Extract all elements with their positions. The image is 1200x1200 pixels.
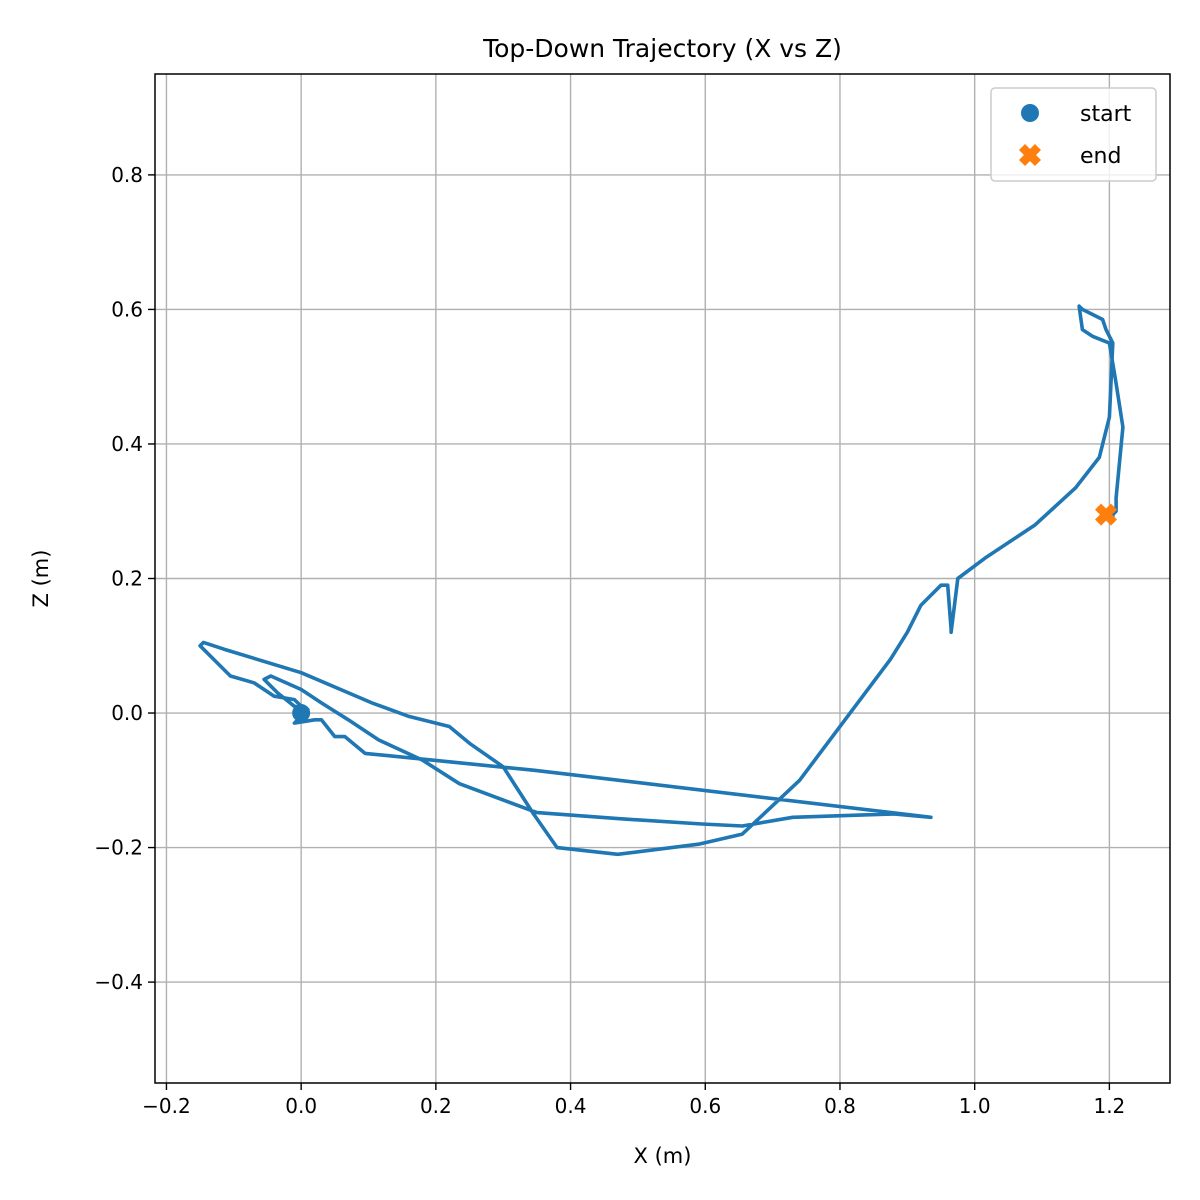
y-axis-label: Z (m) xyxy=(29,550,53,608)
legend-label: end xyxy=(1080,144,1121,169)
start-marker xyxy=(292,704,311,723)
y-tick-label: 0.8 xyxy=(111,163,143,187)
legend-label: start xyxy=(1080,102,1132,127)
legend-start-marker xyxy=(1021,104,1039,122)
y-tick-label: −0.2 xyxy=(94,836,143,860)
chart-title: Top-Down Trajectory (X vs Z) xyxy=(482,34,842,63)
legend-box xyxy=(990,87,1157,182)
x-tick-label: 1.2 xyxy=(1093,1094,1125,1118)
x-tick-label: 0.2 xyxy=(420,1094,452,1118)
y-tick-label: −0.4 xyxy=(94,970,143,994)
x-tick-label: 0.6 xyxy=(689,1094,721,1118)
x-tick-label: 0.4 xyxy=(555,1094,587,1118)
end-marker xyxy=(1095,503,1118,526)
y-tick-label: 0.2 xyxy=(111,567,143,591)
x-axis-label: X (m) xyxy=(634,1144,692,1168)
y-tick-label: 0.6 xyxy=(111,297,143,321)
x-tick-label: −0.2 xyxy=(142,1094,191,1118)
y-tick-label: 0.0 xyxy=(111,701,143,725)
plot-area xyxy=(198,304,1125,857)
axis-ticks: −0.2 0.0 0.2 0.4 0.6 0.8 1.0 1.2 −0.4 −0.2 0.0 0.2 0… xyxy=(94,163,1125,1118)
x-tick-label: 0.8 xyxy=(824,1094,856,1118)
trajectory-line xyxy=(198,304,1125,857)
y-tick-label: 0.4 xyxy=(111,432,143,456)
x-tick-label: 0.0 xyxy=(285,1094,317,1118)
legend: start end xyxy=(990,87,1157,182)
x-tick-label: 1.0 xyxy=(959,1094,991,1118)
legend-end-marker xyxy=(1019,144,1041,166)
